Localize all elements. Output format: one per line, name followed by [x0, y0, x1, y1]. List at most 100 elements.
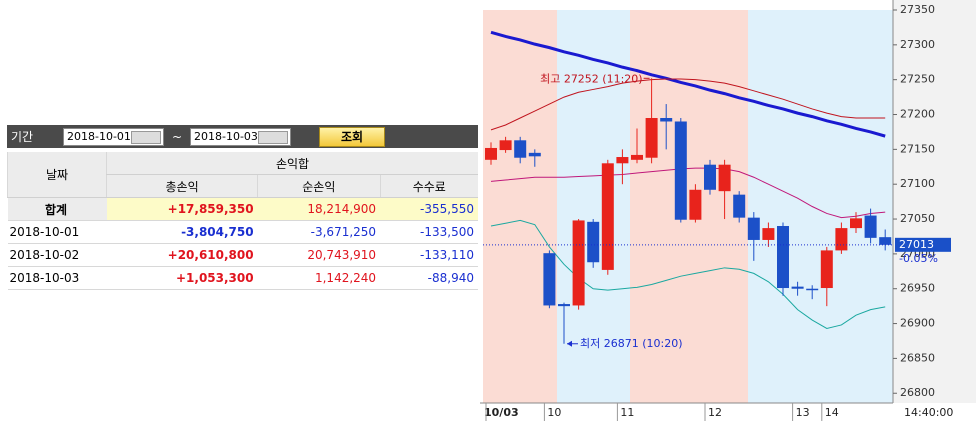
low-arrow-head [567, 340, 572, 347]
candle-body [631, 154, 643, 160]
date-header: 날짜 [7, 152, 107, 198]
session-band [557, 10, 630, 403]
value-cell: -133,110 [380, 243, 478, 267]
candle-body [587, 221, 600, 263]
candle-body [572, 220, 585, 306]
y-tick-label: 26900 [900, 317, 935, 330]
end-date: 2018-10-03 [194, 129, 258, 143]
candle-body [499, 140, 512, 151]
candle-body [485, 147, 497, 160]
candle-body [791, 286, 804, 289]
indicator-line [490, 167, 886, 219]
x-tick-label: 12 [708, 406, 722, 419]
table-row: 2018-10-02 +20,610,800 20,743,910 -133,110 [7, 243, 478, 267]
price-change: -0.05% [899, 252, 938, 265]
candle-body [660, 118, 673, 122]
x-tick-label: 13 [796, 406, 810, 419]
separator: ~ [171, 129, 183, 144]
y-tick-label: 27350 [900, 3, 935, 16]
candle-body [718, 164, 731, 192]
candle-body [864, 215, 877, 238]
date-cell: 2018-10-03 [7, 266, 107, 290]
time-label: 14:40:00 [904, 406, 953, 419]
candle-body [850, 218, 862, 229]
y-tick-label: 27250 [900, 73, 935, 86]
date-cell: 2018-10-01 [7, 220, 107, 244]
table-row: 2018-10-01 -3,804,750 -3,671,250 -133,500 [7, 220, 478, 244]
toolbar: 기간 2018-10-01 ~ 2018-10-03 조회 [7, 125, 478, 148]
date-cell: 합계 [7, 197, 107, 221]
session-band [483, 10, 557, 403]
spinner[interactable] [131, 130, 161, 144]
indicator-line [490, 30, 886, 138]
candle-body [704, 164, 716, 190]
low-annotation: 최저 26871 (10:20) [580, 337, 683, 350]
candle-body [835, 228, 848, 251]
candle-body [762, 228, 775, 240]
last-price: 27013 [899, 238, 934, 251]
candle-body [543, 253, 556, 306]
spinner[interactable] [258, 130, 288, 144]
profit-table: 날짜 손익합 총손익 순손익 수수료 합계 +17,859,350 18,214,900… [7, 152, 478, 290]
candle-body [616, 157, 629, 164]
start-date-input[interactable]: 2018-10-01 [63, 127, 164, 146]
candle-body [806, 288, 819, 291]
profit-panel: 기간 2018-10-01 ~ 2018-10-03 조회 날짜 손익합 총손익… [7, 125, 478, 290]
x-tick-label: 11 [620, 406, 634, 419]
y-tick-label: 27300 [900, 38, 935, 51]
table-row: 2018-10-03 +1,053,300 1,142,240 -88,940 [7, 266, 478, 290]
x-tick-label: 14 [825, 406, 839, 419]
value-cell: +20,610,800 [106, 243, 258, 267]
y-tick-label: 27100 [900, 177, 935, 190]
group-header: 손익합 [106, 152, 478, 175]
column-header: 수수료 [379, 174, 478, 198]
candle-body [558, 304, 570, 307]
candle-body [514, 140, 527, 158]
candle-body [777, 226, 789, 289]
candle-body [674, 121, 687, 220]
date-cell: 2018-10-02 [7, 243, 107, 267]
candle-body [528, 152, 541, 157]
indicator-line [490, 219, 886, 329]
value-cell: -3,671,250 [257, 220, 381, 244]
value-cell: 20,743,910 [257, 243, 381, 267]
value-cell: -3,804,750 [106, 220, 258, 244]
candle-body [733, 194, 746, 218]
column-header: 순손익 [257, 174, 381, 198]
value-cell: -88,940 [380, 266, 478, 290]
high-annotation: 최고 27252 (11:20) [540, 72, 643, 85]
value-cell: +1,053,300 [106, 266, 258, 290]
y-tick-label: 26850 [900, 351, 935, 364]
candle-body [747, 217, 760, 240]
value-cell: +17,859,350 [106, 197, 258, 221]
x-tick-label: 10/03 [484, 406, 519, 419]
y-tick-label: 26800 [900, 386, 935, 399]
value-cell: -355,550 [380, 197, 478, 221]
candle-body [601, 163, 614, 270]
y-tick-label: 27150 [900, 142, 935, 155]
axis-panel [893, 0, 976, 444]
candle-body [820, 250, 833, 289]
bottom-axis [480, 403, 976, 444]
period-label: 기간 [11, 130, 34, 144]
table-row: 합계 +17,859,350 18,214,900 -355,550 [7, 197, 478, 221]
candle-body [645, 118, 658, 158]
session-band [748, 10, 893, 403]
candle-chart: 2680026850269002695027000270502710027150… [480, 0, 976, 444]
last-price-box [895, 237, 951, 252]
end-date-input[interactable]: 2018-10-03 [190, 127, 291, 146]
search-button[interactable]: 조회 [319, 126, 385, 147]
candle-body [689, 189, 702, 220]
column-header: 총손익 [105, 174, 258, 198]
y-tick-label: 26950 [900, 282, 935, 295]
candle-body [879, 237, 892, 245]
indicator-line [490, 78, 886, 131]
y-tick-label: 27050 [900, 212, 935, 225]
value-cell: 1,142,240 [257, 266, 381, 290]
start-date: 2018-10-01 [67, 129, 131, 143]
value-cell: 18,214,900 [257, 197, 381, 221]
y-tick-label: 27200 [900, 108, 935, 121]
x-tick-label: 10 [547, 406, 561, 419]
value-cell: -133,500 [380, 220, 478, 244]
